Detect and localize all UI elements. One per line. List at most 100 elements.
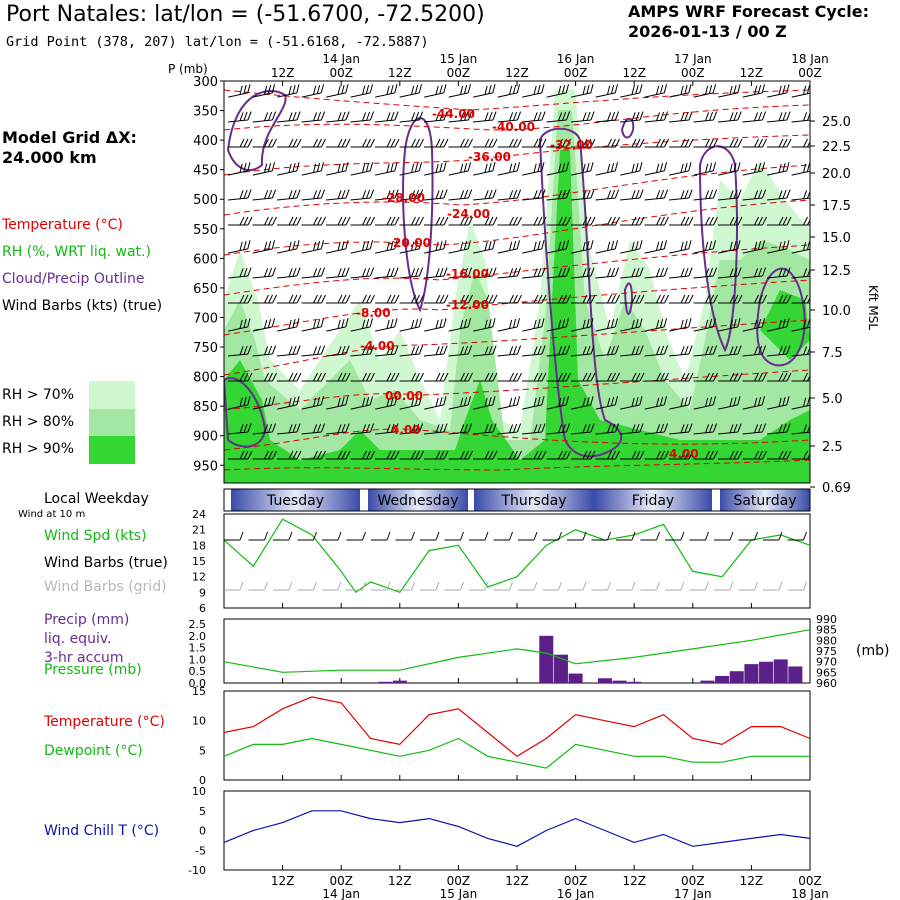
wind-barb-flag (565, 111, 571, 121)
wind-barb-flag (688, 423, 693, 433)
bottom-axis-tick-label: 00Z (329, 874, 353, 888)
wind-barb (301, 396, 325, 410)
wind-barb (252, 162, 276, 176)
wind-barb-flag (415, 372, 420, 382)
weekday-label: Wednesday (377, 493, 458, 509)
wind-barb (424, 111, 448, 123)
wind-barb-shaft (644, 119, 665, 123)
grid-barb-flag (778, 581, 783, 591)
wind-barb-flag (484, 138, 490, 148)
wind-barb-shaft (693, 326, 714, 332)
model-grid-title: Model Grid ΔX: (2, 128, 137, 147)
wind-barb-flag (312, 85, 317, 95)
wind-barb (301, 162, 325, 176)
wind-barb-flag (418, 267, 424, 277)
wind-barb-flag (786, 345, 791, 355)
wind-barb-flag (365, 240, 370, 250)
wind-barb-flag (345, 423, 350, 433)
y2-tick-label: 965 (816, 666, 837, 679)
wind-barb (767, 423, 791, 435)
wind-barb (718, 423, 742, 435)
wind-barb-flag (386, 294, 392, 304)
bottom-axis-date: 18 Jan (791, 887, 829, 900)
wind-barb-shaft (252, 326, 273, 332)
wind-barb-flag (712, 318, 717, 328)
wind-barb-flag (296, 138, 302, 148)
legend-pressure: Pressure (mb) (44, 662, 142, 678)
wind-barb-flag (362, 138, 367, 148)
wind-barb-flag (713, 138, 718, 148)
wind-barb-flag (243, 267, 248, 277)
wind-barb (571, 396, 594, 410)
wind-barb-flag (386, 85, 390, 95)
wind-barb-flag (321, 450, 326, 460)
wind-barb-shaft (742, 275, 763, 279)
wind-barb (620, 318, 643, 332)
wind-barb (620, 423, 644, 435)
wind-barb-shaft (350, 197, 371, 201)
wind-barb-flag (264, 294, 269, 304)
wind-barb-flag (712, 345, 718, 355)
wind-barb-flag (345, 345, 350, 355)
wind-barb-flag (688, 267, 693, 277)
wind-barb-flag (268, 450, 273, 460)
wind-barb-flag (317, 216, 322, 226)
wind-barb-flag (320, 111, 326, 121)
wind-barb-flag (607, 424, 612, 433)
bottom-axis-date: 17 Jan (674, 887, 712, 900)
wind-barb-flag (267, 345, 273, 355)
wind-barb-flag (341, 111, 346, 121)
wind-barb-shaft (644, 248, 665, 254)
wind-barb-flag (345, 450, 351, 460)
wind-barb-shaft (669, 404, 689, 410)
wind-barb-flag (508, 163, 513, 173)
weekday-label: Saturday (733, 493, 796, 509)
wind-barb (399, 240, 423, 254)
wind-barb-flag (366, 450, 371, 460)
wind-barb-flag (631, 112, 636, 121)
wind-barb-shaft (252, 353, 273, 357)
wind-barb-flag (316, 423, 322, 433)
wind-barb-flag (411, 294, 416, 304)
wind-barb-flag (713, 372, 718, 382)
wind-barb-flag (443, 84, 447, 94)
surface-barb-flag (362, 531, 366, 541)
wind-barb-flag (680, 294, 686, 304)
wind-barb-flag (782, 294, 788, 304)
wind-barb-flag (292, 189, 297, 199)
wind-barb-flag (737, 345, 742, 355)
wind-barb-flag (516, 396, 521, 406)
wind-barb-flag (635, 450, 641, 460)
top-axis-tick-label: 00Z (798, 66, 822, 80)
wind-barb (301, 372, 326, 382)
grid-wind-barb (640, 581, 660, 591)
wind-barb (693, 294, 718, 304)
wind-barb (301, 189, 326, 201)
wind-barb-flag (243, 111, 248, 121)
wind-barb-flag (631, 268, 636, 277)
wind-barb-shaft (277, 119, 297, 123)
wind-barb-flag (492, 240, 496, 250)
wind-barb (546, 267, 571, 279)
wind-barb (644, 189, 669, 201)
wind-barb-flag (296, 240, 300, 250)
wind-barb-flag (271, 162, 276, 172)
wind-barb-flag (320, 189, 326, 199)
wind-barb-flag (639, 423, 644, 433)
wind-barb-flag (708, 240, 713, 250)
wind-barb-flag (435, 190, 440, 199)
wind-barb-flag (659, 345, 665, 355)
wind-barb (350, 84, 374, 98)
wind-barb-flag (418, 345, 424, 355)
pressure-axis: 3003504004505005506006507007508008509009… (193, 75, 224, 474)
wind-barb (546, 84, 570, 98)
wind-barb-flag (762, 138, 767, 148)
wind-barb-flag (635, 138, 641, 148)
wind-barb (644, 162, 668, 176)
wind-barb-shaft (375, 275, 395, 279)
y2-tick-label: 960 (816, 677, 837, 690)
wind-barb-flag (631, 372, 637, 382)
y-tick-label: 10 (192, 785, 206, 798)
wind-barb-flag (631, 241, 635, 251)
wind-barb-shaft (252, 92, 273, 98)
